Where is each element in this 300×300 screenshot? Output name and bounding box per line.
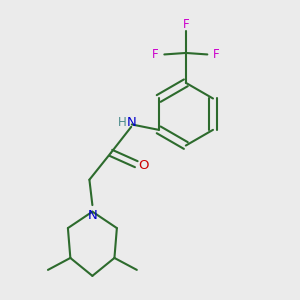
Text: O: O [139, 159, 149, 172]
Text: H: H [118, 116, 126, 129]
Text: F: F [182, 18, 189, 32]
Text: F: F [213, 48, 220, 61]
Text: N: N [88, 209, 98, 222]
Text: N: N [126, 116, 136, 129]
Text: F: F [152, 48, 159, 61]
